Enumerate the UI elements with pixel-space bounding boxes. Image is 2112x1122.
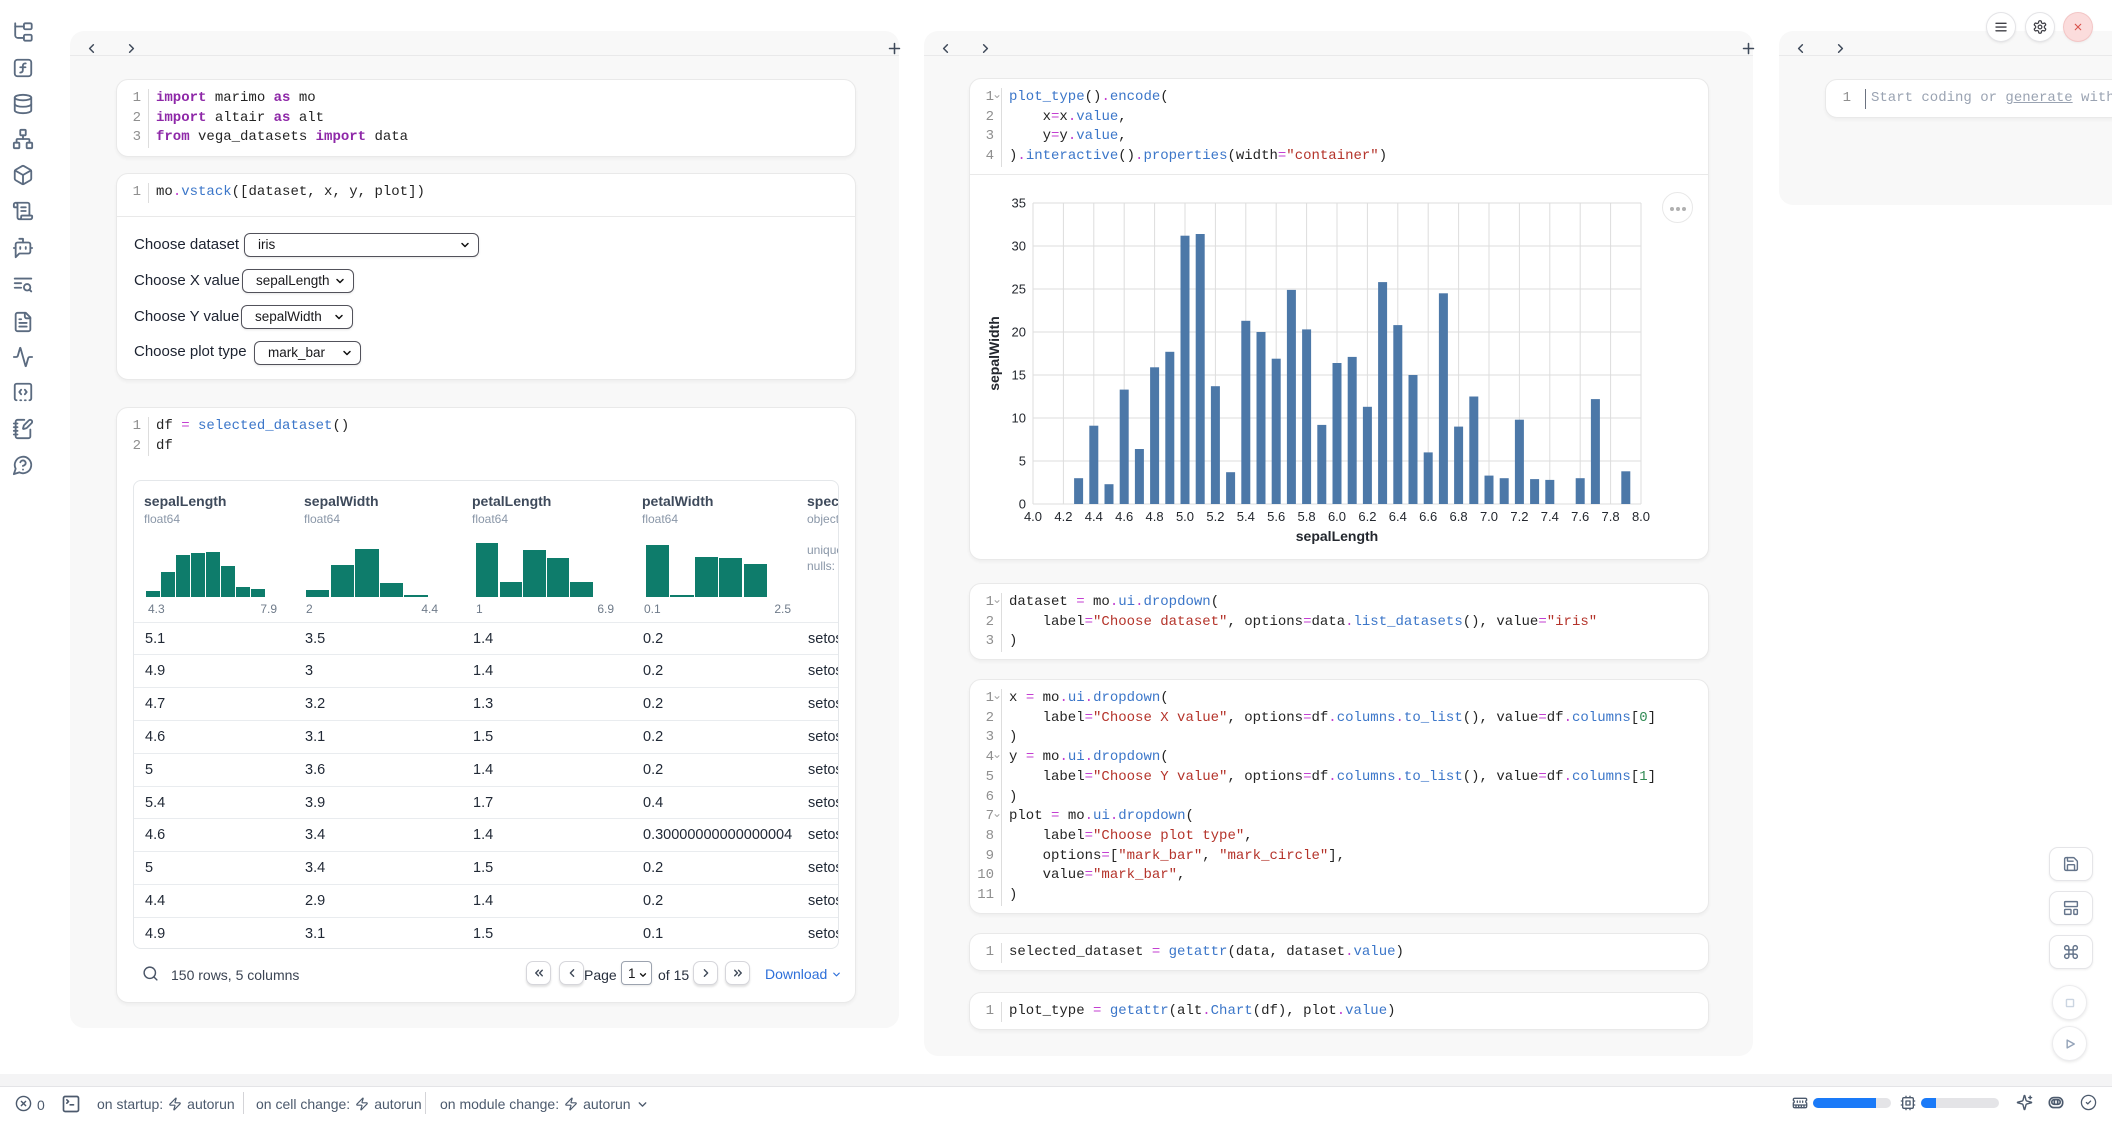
svg-text:4.8: 4.8 xyxy=(1146,509,1164,524)
svg-text:5.8: 5.8 xyxy=(1298,509,1316,524)
svg-text:7.8: 7.8 xyxy=(1602,509,1620,524)
svg-text:4.2: 4.2 xyxy=(1054,509,1072,524)
svg-text:5.2: 5.2 xyxy=(1206,509,1224,524)
svg-text:25: 25 xyxy=(1012,282,1026,297)
svg-text:10: 10 xyxy=(1012,411,1026,426)
svg-text:20: 20 xyxy=(1012,325,1026,340)
svg-text:15: 15 xyxy=(1012,368,1026,383)
svg-text:7.0: 7.0 xyxy=(1480,509,1498,524)
svg-text:sepalWidth: sepalWidth xyxy=(986,316,1002,391)
svg-text:5.0: 5.0 xyxy=(1176,509,1194,524)
svg-text:sepalLength: sepalLength xyxy=(1296,528,1378,544)
svg-text:6.4: 6.4 xyxy=(1389,509,1407,524)
svg-text:30: 30 xyxy=(1012,239,1026,254)
svg-text:0: 0 xyxy=(1019,497,1026,512)
svg-text:7.2: 7.2 xyxy=(1510,509,1528,524)
svg-text:6.2: 6.2 xyxy=(1358,509,1376,524)
svg-text:5.6: 5.6 xyxy=(1267,509,1285,524)
svg-text:7.4: 7.4 xyxy=(1541,509,1559,524)
svg-text:6.6: 6.6 xyxy=(1419,509,1437,524)
svg-text:6.8: 6.8 xyxy=(1450,509,1468,524)
svg-text:7.6: 7.6 xyxy=(1571,509,1589,524)
svg-text:4.0: 4.0 xyxy=(1024,509,1042,524)
svg-text:4.6: 4.6 xyxy=(1115,509,1133,524)
svg-text:35: 35 xyxy=(1012,196,1026,211)
svg-text:5.4: 5.4 xyxy=(1237,509,1255,524)
svg-text:5: 5 xyxy=(1019,454,1026,469)
svg-text:8.0: 8.0 xyxy=(1632,509,1650,524)
svg-text:6.0: 6.0 xyxy=(1328,509,1346,524)
svg-text:4.4: 4.4 xyxy=(1085,509,1103,524)
